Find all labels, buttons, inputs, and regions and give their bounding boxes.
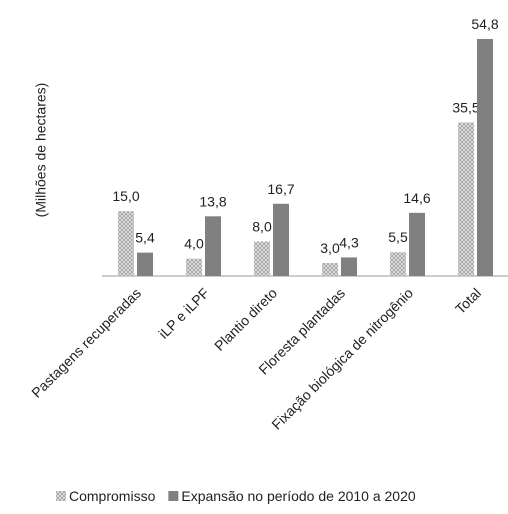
bar <box>477 39 493 276</box>
value-label: 8,0 <box>252 218 272 234</box>
bar <box>273 203 289 276</box>
value-label: 4,0 <box>184 236 204 252</box>
legend-label: Expansão no período de 2010 a 2020 <box>181 488 416 504</box>
value-label: 15,0 <box>112 188 139 204</box>
bar <box>341 257 357 276</box>
value-label: 13,8 <box>199 193 226 209</box>
bar <box>409 212 425 276</box>
bar <box>186 258 202 276</box>
x-tick-label: Plantio direto <box>211 285 280 354</box>
bar <box>458 122 474 276</box>
bar <box>390 252 406 276</box>
value-label: 16,7 <box>267 181 294 197</box>
bar <box>205 216 221 276</box>
value-label: 5,5 <box>388 229 408 245</box>
bar <box>322 263 338 276</box>
value-label: 35,5 <box>452 99 479 115</box>
bar <box>137 252 153 276</box>
value-label: 14,6 <box>403 190 430 206</box>
y-axis-label: (Milhões de hectares) <box>33 83 49 218</box>
bar <box>254 241 270 276</box>
value-label: 4,3 <box>339 234 359 250</box>
value-label: 3,0 <box>320 240 340 256</box>
bar <box>118 211 134 276</box>
x-tick-label: iLP e iLPF <box>155 285 212 342</box>
x-tick-label: Fixação biológica de nitrogênio <box>268 285 416 433</box>
value-label: 5,4 <box>135 230 155 246</box>
legend-marker <box>56 491 66 501</box>
legend-marker <box>168 491 179 501</box>
x-tick-label: Total <box>452 285 484 317</box>
value-label: 54,8 <box>471 16 498 32</box>
legend-label: Compromisso <box>69 488 156 504</box>
x-tick-label: Pastagens recuperadas <box>28 285 144 401</box>
